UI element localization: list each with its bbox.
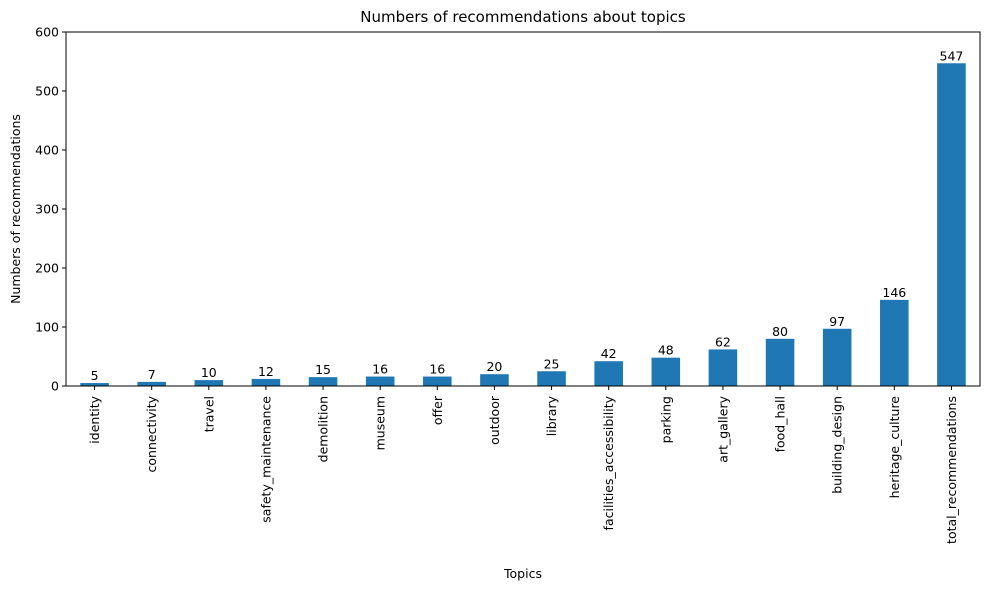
- bar-value-label: 62: [715, 334, 731, 349]
- x-tick-label: demolition: [316, 396, 331, 462]
- bar-art_gallery: [708, 349, 738, 386]
- bar-value-label: 16: [372, 362, 388, 377]
- y-tick-label: 500: [35, 84, 59, 99]
- bar-total_recommendations: [937, 63, 966, 387]
- bar-value-label: 16: [429, 362, 445, 377]
- chart-title: Numbers of recommendations about topics: [360, 8, 686, 26]
- bar-value-label: 12: [258, 364, 274, 379]
- bar-travel: [194, 380, 224, 386]
- bar-value-label: 97: [829, 314, 845, 329]
- bar-value-label: 5: [91, 368, 99, 383]
- x-tick-label: building_design: [830, 396, 845, 494]
- bars-group: [80, 63, 966, 387]
- bar-value-label: 10: [201, 365, 217, 380]
- bar-value-label: 42: [601, 346, 617, 361]
- bar-heritage_culture: [880, 299, 909, 386]
- bar-value-label: 15: [315, 362, 331, 377]
- bar-connectivity: [137, 381, 166, 386]
- bar-value-label: 80: [772, 324, 788, 339]
- x-tick-label: library: [544, 395, 559, 436]
- plot-frame: [65, 31, 981, 387]
- bar-safety_maintenance: [251, 378, 281, 386]
- bar-museum: [365, 376, 395, 386]
- x-tick-label: travel: [201, 396, 216, 432]
- bar-value-label: 7: [148, 367, 156, 382]
- bar-labels-group: 5 7 10 12 15 16 16 20 25 42 48 62 80 97 146 547: [91, 48, 964, 383]
- bar-offer: [423, 376, 452, 386]
- y-axis: 0 100 200 300 400 500 600: [35, 25, 66, 394]
- y-tick-label: 200: [35, 261, 59, 276]
- y-axis-title: Numbers of recommendations: [8, 114, 23, 304]
- y-tick-label: 400: [35, 143, 59, 158]
- bar-identity: [80, 383, 109, 386]
- bar-value-label: 146: [882, 285, 906, 300]
- x-tick-label: total_recommendations: [944, 396, 959, 544]
- x-tick-label: facilities_accessibility: [601, 395, 616, 530]
- bar-demolition: [308, 377, 338, 386]
- x-tick-label: heritage_culture: [887, 396, 902, 499]
- x-axis-title: Topics: [503, 566, 542, 581]
- x-tick-label: parking: [658, 396, 673, 443]
- x-tick-label: outdoor: [487, 395, 502, 445]
- bar-building_design: [822, 328, 852, 386]
- x-tick-label: offer: [430, 395, 445, 425]
- x-tick-label: museum: [373, 396, 388, 450]
- y-tick-label: 600: [35, 25, 59, 40]
- bar-food_hall: [765, 338, 795, 386]
- x-tick-label: art_gallery: [715, 395, 730, 462]
- x-tick-label: connectivity: [144, 395, 159, 472]
- x-axis: identity connectivity travel safety_mainten…: [87, 386, 959, 544]
- y-tick-label: 300: [35, 202, 59, 217]
- x-tick-label: safety_maintenance: [258, 396, 273, 523]
- bar-value-label: 48: [658, 343, 674, 358]
- bar-library: [537, 371, 566, 386]
- x-tick-label: identity: [87, 395, 102, 443]
- bar-value-label: 20: [486, 359, 502, 374]
- bar-value-label: 547: [940, 48, 964, 63]
- bar-parking: [651, 357, 681, 386]
- bar-facilities_accessibility: [594, 361, 623, 386]
- bar-outdoor: [480, 374, 509, 386]
- bar-value-label: 25: [544, 356, 560, 371]
- x-tick-label: food_hall: [773, 396, 788, 452]
- y-tick-label: 0: [51, 379, 59, 394]
- y-tick-label: 100: [35, 320, 59, 335]
